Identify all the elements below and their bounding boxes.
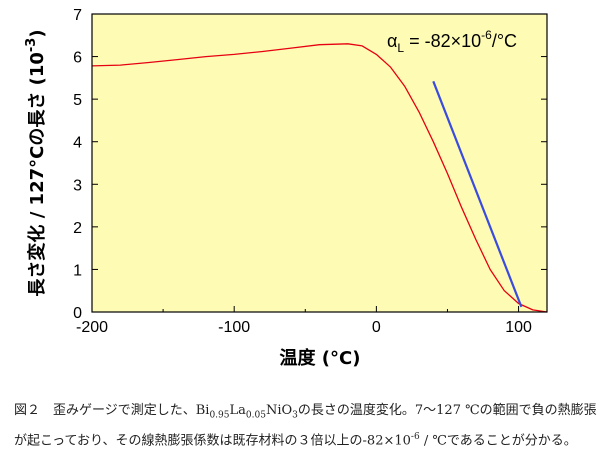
figure-caption: 図２ 歪みゲージで測定した、Bi0.95La0.05NiO3の長さの温度変化。7… — [14, 403, 597, 448]
y-tick-label: 7 — [73, 7, 82, 24]
x-tick-label: -200 — [76, 319, 108, 336]
y-axis-label: 長さ変化 / 127°Cの長さ (10-3) — [24, 29, 48, 296]
y-tick-label: 1 — [73, 262, 82, 279]
series-line-fit — [432, 80, 523, 308]
y-tick-label: 4 — [73, 135, 82, 152]
y-tick-label: 2 — [73, 220, 82, 237]
y-tick-label: 5 — [73, 92, 82, 109]
y-tick-label: 3 — [73, 177, 82, 194]
ticks-layer: -200 -100 0 100 0 1 2 3 4 5 6 7 — [73, 7, 547, 336]
plot-area — [92, 14, 547, 312]
x-axis-label: 温度 (°C) — [280, 347, 361, 369]
annotation: αL = -82×10-6/°C — [387, 28, 517, 55]
x-tick-label: 100 — [505, 319, 532, 336]
plot-frame — [91, 13, 548, 313]
x-tick-label: -100 — [218, 319, 250, 336]
y-tick-label: 0 — [73, 305, 82, 322]
series-line-measured — [91, 43, 548, 313]
x-tick-label: 0 — [372, 319, 381, 336]
series-layer — [91, 43, 548, 313]
y-tick-label: 6 — [73, 50, 82, 67]
chart: -200 -100 0 100 0 1 2 3 4 5 6 7 αL = -82×10-6/°C 温度… — [24, 7, 548, 369]
